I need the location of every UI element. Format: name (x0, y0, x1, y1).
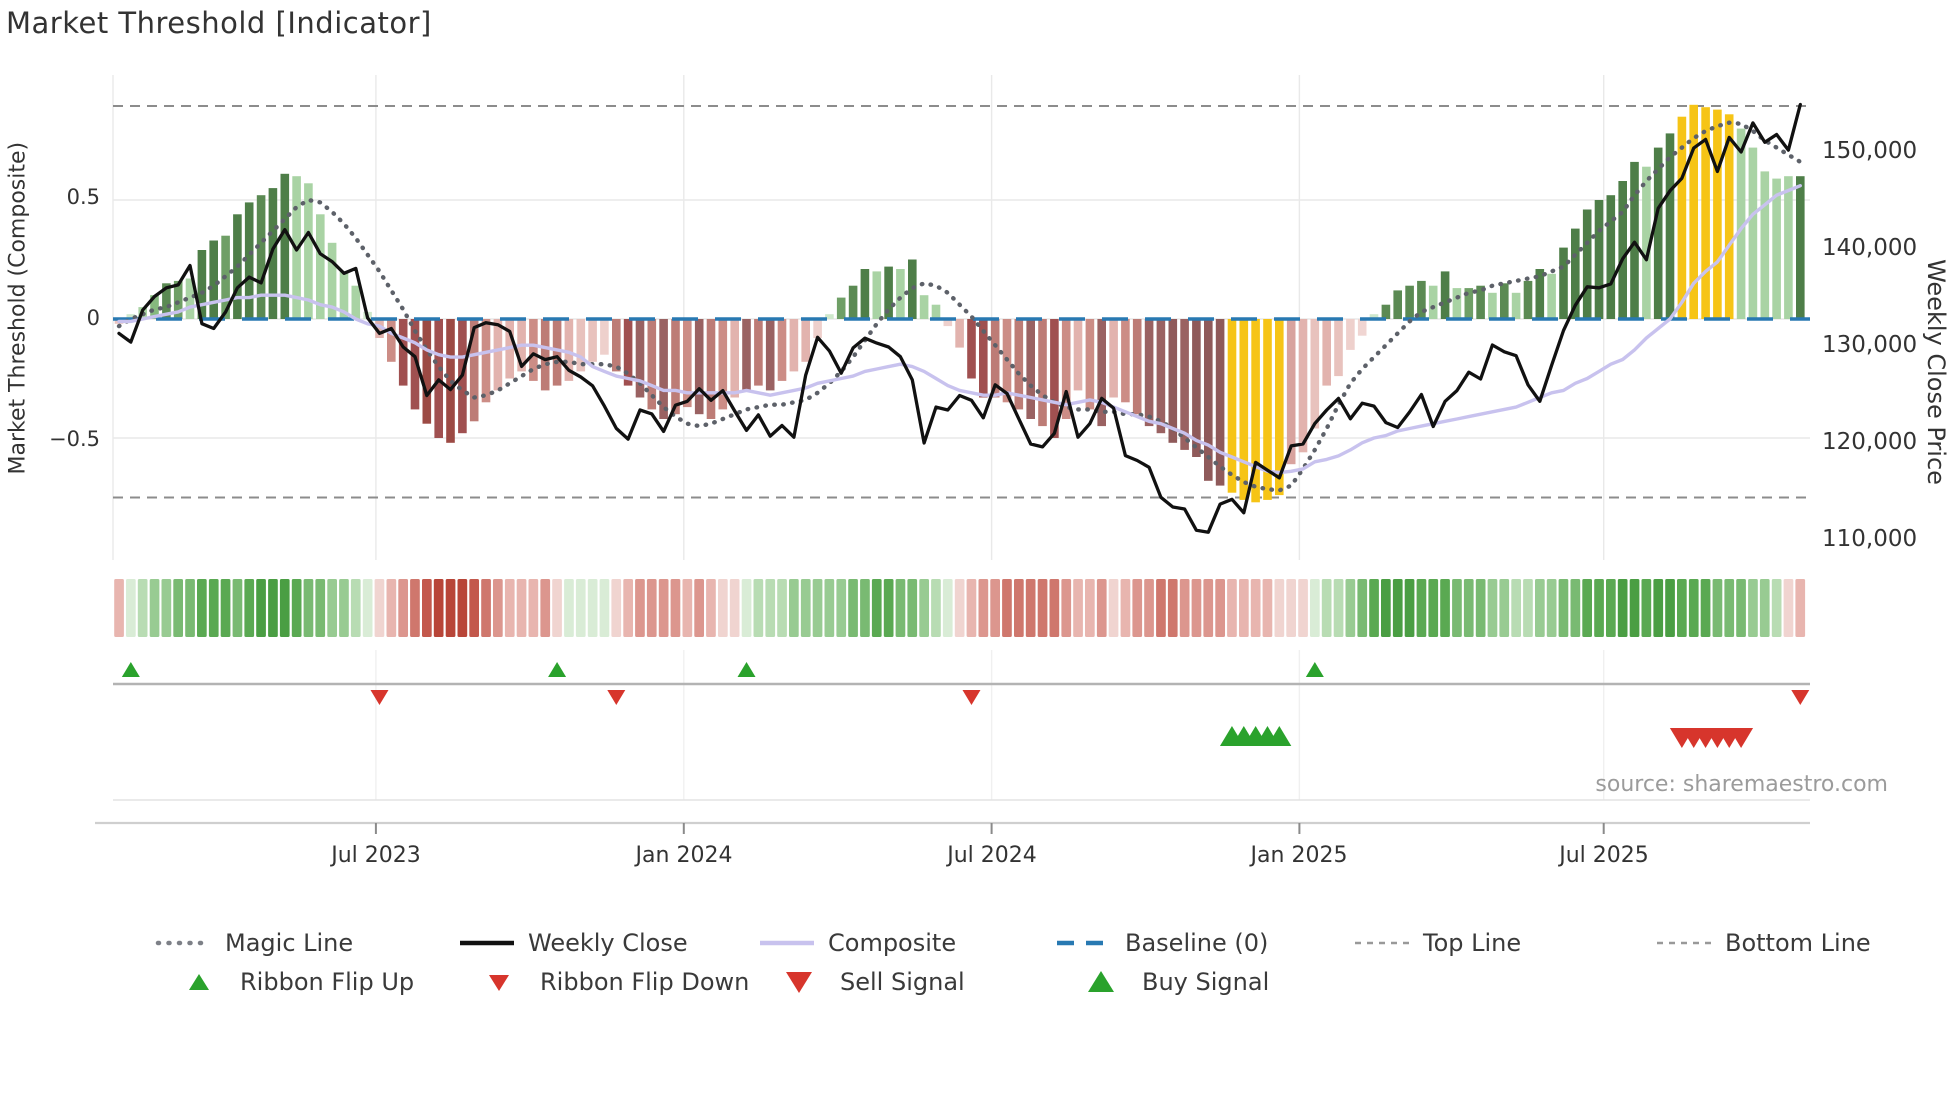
x-tick-jan-2025: Jan 2025 (1250, 843, 1348, 868)
right-axis-title: Weekly Close Price (1922, 259, 1950, 485)
right-tick-140000: 140,000 (1822, 235, 1918, 261)
right-tick-130000: 130,000 (1822, 332, 1918, 358)
legend-bottom-line: Bottom Line (1655, 928, 1871, 958)
legend-ribbon-flip-down: Ribbon Flip Down (470, 967, 749, 997)
legend-buy-signal: Buy Signal (1072, 967, 1269, 997)
small-red-down-triangle-icon (470, 969, 528, 995)
dashed-gray-line-icon (1353, 930, 1411, 956)
page-title: Market Threshold [Indicator] (6, 6, 432, 40)
legend-row-2: Ribbon Flip Up Ribbon Flip Down Sell Sig… (0, 967, 1960, 997)
legend-baseline: Baseline (0) (1055, 928, 1268, 958)
red-down-triangle-icon (770, 969, 828, 995)
solid-black-line-icon (458, 930, 516, 956)
x-tick-jul-2024: Jul 2024 (947, 843, 1037, 868)
source-attribution: source: sharemaestro.com (1595, 772, 1888, 797)
x-tick-jul-2023: Jul 2023 (331, 843, 421, 868)
legend-weekly-close: Weekly Close (458, 928, 688, 958)
dashed-gray-line-icon (1655, 930, 1713, 956)
right-tick-110000: 110,000 (1822, 526, 1918, 552)
legend-magic-line: Magic Line (155, 928, 353, 958)
left-axis-title: Market Threshold (Composite) (5, 141, 31, 475)
x-tick-jan-2024: Jan 2024 (635, 843, 733, 868)
dotted-gray-line-icon (155, 930, 213, 956)
legend-row-1: Magic Line Weekly Close Composite Baseli… (0, 928, 1960, 958)
green-up-triangle-icon (1072, 969, 1130, 995)
legend-sell-signal: Sell Signal (770, 967, 965, 997)
legend-composite: Composite (758, 928, 956, 958)
left-tick-0: 0 (86, 306, 100, 330)
legend-top-line: Top Line (1353, 928, 1521, 958)
solid-purple-line-icon (758, 930, 816, 956)
dashed-blue-line-icon (1055, 930, 1113, 956)
small-green-up-triangle-icon (170, 969, 228, 995)
x-tick-jul-2025: Jul 2025 (1559, 843, 1649, 868)
left-tick-0_5: 0.5 (66, 185, 100, 209)
legend-ribbon-flip-up: Ribbon Flip Up (170, 967, 414, 997)
right-tick-120000: 120,000 (1822, 429, 1918, 455)
right-tick-150000: 150,000 (1822, 138, 1918, 164)
left-tick-neg0_5: −0.5 (49, 427, 100, 451)
